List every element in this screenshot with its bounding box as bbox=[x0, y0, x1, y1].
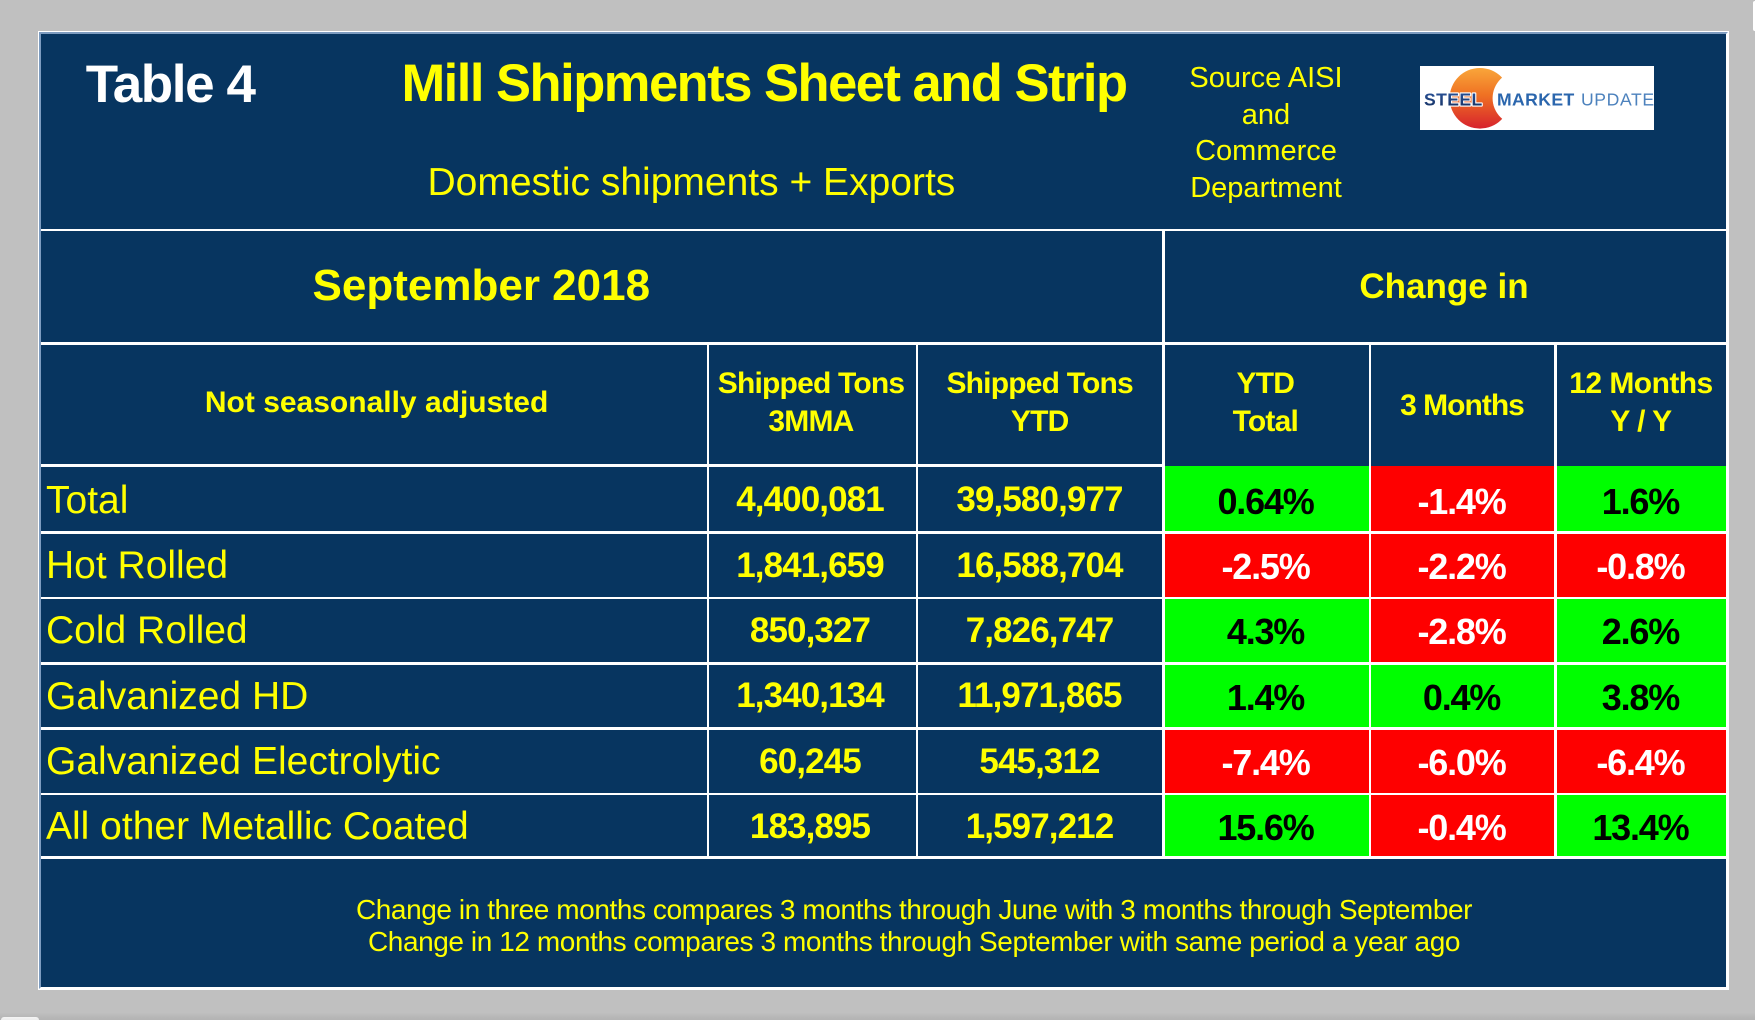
svg-text:UPDATE: UPDATE bbox=[1581, 89, 1654, 109]
svg-text:STEEL: STEEL bbox=[1424, 89, 1483, 109]
svg-text:MARKET: MARKET bbox=[1497, 89, 1575, 109]
